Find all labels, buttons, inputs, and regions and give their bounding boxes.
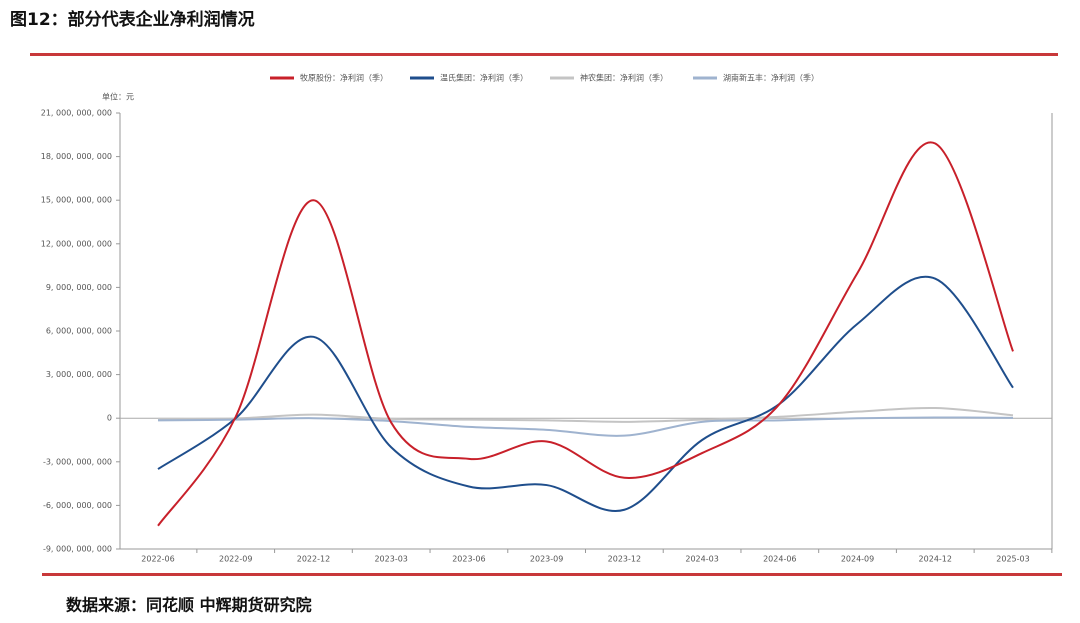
x-tick-label: 2022-12 — [297, 555, 330, 564]
legend-label: 温氏集团：净利润（季） — [440, 73, 528, 83]
bottom-rule — [42, 573, 1062, 576]
legend-label: 神农集团：净利润（季） — [580, 73, 668, 83]
x-tick-label: 2025-03 — [996, 555, 1029, 564]
y-tick-label: -3, 000, 000, 000 — [43, 457, 112, 466]
series-line — [157, 416, 1014, 437]
y-tick-label: 18, 000, 000, 000 — [41, 152, 112, 161]
legend-label: 牧原股份：净利润（季） — [300, 73, 388, 83]
source: 数据来源：同花顺 中辉期货研究院 — [66, 596, 312, 615]
y-tick-label: 12, 000, 000, 000 — [41, 239, 112, 248]
x-tick-label: 2022-09 — [219, 555, 252, 564]
y-tick-label: -6, 000, 000, 000 — [43, 501, 112, 510]
x-tick-label: 2024-03 — [685, 555, 718, 564]
series-line — [157, 275, 1014, 512]
x-tick-label: 2024-06 — [763, 555, 796, 564]
y-tick-label: 9, 000, 000, 000 — [46, 283, 112, 292]
x-tick-label: 2023-12 — [608, 555, 641, 564]
x-tick-label: 2023-09 — [530, 555, 563, 564]
y-tick-label: 0 — [107, 414, 112, 423]
x-tick-label: 2022-06 — [141, 555, 174, 564]
series-line — [157, 141, 1014, 527]
unit-label: 单位：元 — [102, 92, 134, 102]
legend-label: 湖南新五丰：净利润（季） — [723, 73, 819, 83]
y-tick-label: 15, 000, 000, 000 — [41, 196, 112, 205]
x-tick-label: 2024-12 — [919, 555, 952, 564]
y-tick-label: 3, 000, 000, 000 — [46, 370, 112, 379]
y-tick-label: 6, 000, 000, 000 — [46, 327, 112, 336]
title: 图12：部分代表企业净利润情况 — [10, 9, 255, 30]
top-rule — [30, 53, 1058, 56]
y-tick-label: -9, 000, 000, 000 — [43, 545, 112, 554]
x-tick-label: 2024-09 — [841, 555, 874, 564]
y-tick-label: 21, 000, 000, 000 — [41, 109, 112, 118]
x-tick-label: 2023-03 — [374, 555, 407, 564]
series-line — [157, 406, 1014, 423]
x-tick-label: 2023-06 — [452, 555, 485, 564]
